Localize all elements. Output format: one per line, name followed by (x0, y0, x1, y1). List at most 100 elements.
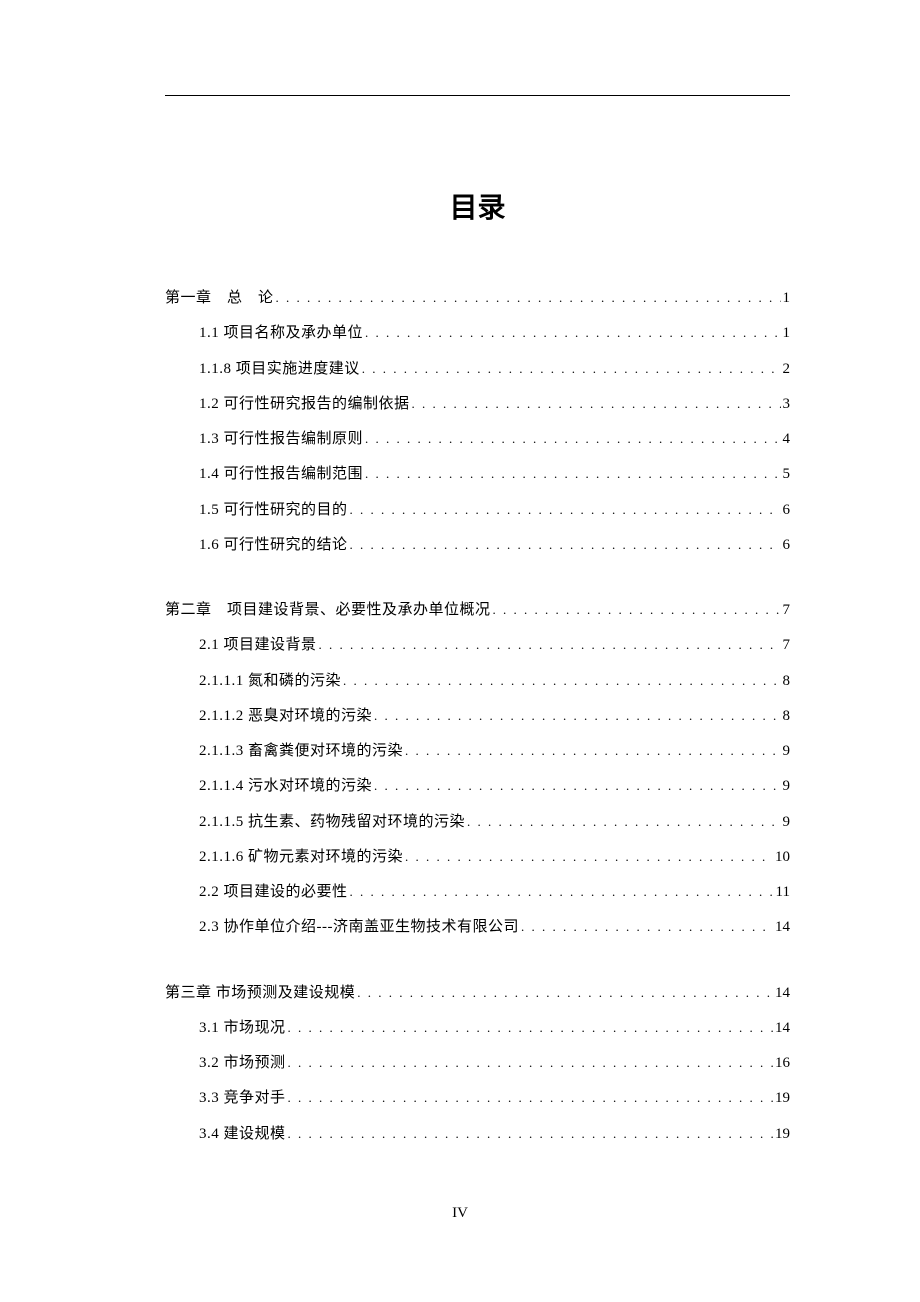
toc-entry-page: 7 (783, 628, 791, 663)
toc-entry-page: 16 (775, 1046, 790, 1081)
toc-entry-label: 第一章 总 论 (165, 281, 274, 316)
toc-leader-dots (365, 316, 780, 351)
toc-entry-page: 6 (783, 493, 791, 528)
toc-entry: 2.1.1.6 矿物元素对环境的污染 10 (165, 840, 790, 875)
toc-leader-dots (288, 1117, 773, 1152)
toc-leader-dots (362, 352, 781, 387)
toc-title: 目录 (165, 186, 790, 226)
toc-entry: 1.5 可行性研究的目的 6 (165, 493, 790, 528)
toc-leader-dots (412, 387, 781, 422)
toc-leader-dots (343, 664, 780, 699)
toc-entry-label: 1.5 可行性研究的目的 (199, 493, 348, 528)
toc-entry-page: 8 (783, 664, 791, 699)
toc-entry-page: 14 (775, 910, 790, 945)
toc-entry-label: 第二章 项目建设背景、必要性及承办单位概况 (165, 593, 491, 628)
toc-entry: 3.4 建设规模 19 (165, 1117, 790, 1152)
toc-entry-label: 3.4 建设规模 (199, 1117, 286, 1152)
toc-entry-label: 2.3 协作单位介绍---济南盖亚生物技术有限公司 (199, 910, 519, 945)
toc-leader-dots (467, 805, 780, 840)
toc-entry: 2.1.1.2 恶臭对环境的污染 8 (165, 699, 790, 734)
toc-entry-page: 1 (783, 281, 791, 316)
toc-entry-page: 2 (783, 352, 791, 387)
toc-entry-page: 9 (783, 805, 791, 840)
toc-entry: 第三章 市场预测及建设规模 14 (165, 976, 790, 1011)
toc-entry-label: 2.1.1.4 污水对环境的污染 (199, 769, 372, 804)
toc-entry-label: 3.1 市场现况 (199, 1011, 286, 1046)
toc-leader-dots (350, 493, 781, 528)
toc-entry-label: 3.2 市场预测 (199, 1046, 286, 1081)
toc-entry: 2.1.1.1 氮和磷的污染 8 (165, 664, 790, 699)
header-rule (165, 95, 790, 96)
toc-entry-page: 3 (783, 387, 791, 422)
toc-entry-label: 1.4 可行性报告编制范围 (199, 457, 363, 492)
toc-leader-dots (493, 593, 781, 628)
toc-leader-dots (405, 734, 780, 769)
toc-entry: 2.1.1.5 抗生素、药物残留对环境的污染 9 (165, 805, 790, 840)
toc-leader-dots (521, 910, 773, 945)
toc-entry-label: 2.1.1.1 氮和磷的污染 (199, 664, 341, 699)
toc-entry: 3.2 市场预测 16 (165, 1046, 790, 1081)
toc-group: 第二章 项目建设背景、必要性及承办单位概况72.1 项目建设背景72.1.1.1… (165, 593, 790, 946)
toc-group: 第三章 市场预测及建设规模143.1 市场现况143.2 市场预测163.3 竞… (165, 976, 790, 1152)
toc-entry-page: 11 (776, 875, 790, 910)
toc-entry-label: 2.1.1.2 恶臭对环境的污染 (199, 699, 372, 734)
toc-leader-dots (319, 628, 781, 663)
toc-entry-page: 14 (775, 976, 790, 1011)
toc-entry-label: 3.3 竞争对手 (199, 1081, 286, 1116)
toc-entry-page: 9 (783, 734, 791, 769)
toc-entry-page: 19 (775, 1081, 790, 1116)
toc-leader-dots (350, 528, 781, 563)
toc-entry: 第二章 项目建设背景、必要性及承办单位概况 7 (165, 593, 790, 628)
toc-entry-page: 4 (783, 422, 791, 457)
toc-entry-label: 2.1.1.6 矿物元素对环境的污染 (199, 840, 403, 875)
toc-entry-page: 6 (783, 528, 791, 563)
toc-entry-label: 2.1 项目建设背景 (199, 628, 317, 663)
page-number: IV (0, 1205, 920, 1222)
toc-entry-page: 7 (783, 593, 791, 628)
toc-entry-page: 5 (783, 457, 791, 492)
toc-entry: 2.3 协作单位介绍---济南盖亚生物技术有限公司 14 (165, 910, 790, 945)
toc-group: 第一章 总 论11.1 项目名称及承办单位11.1.8 项目实施进度建议21.2… (165, 281, 790, 563)
toc-entry: 3.1 市场现况 14 (165, 1011, 790, 1046)
toc-leader-dots (365, 457, 780, 492)
toc-entry: 第一章 总 论 1 (165, 281, 790, 316)
toc-entry-label: 2.2 项目建设的必要性 (199, 875, 348, 910)
toc-entry-label: 2.1.1.3 畜禽粪便对环境的污染 (199, 734, 403, 769)
toc-entry: 1.1.8 项目实施进度建议 2 (165, 352, 790, 387)
toc-entry-page: 1 (783, 316, 791, 351)
toc-entry: 1.1 项目名称及承办单位 1 (165, 316, 790, 351)
toc-leader-dots (374, 699, 780, 734)
toc-entry: 1.2 可行性研究报告的编制依据 3 (165, 387, 790, 422)
toc-entry-label: 1.2 可行性研究报告的编制依据 (199, 387, 410, 422)
toc-leader-dots (374, 769, 780, 804)
toc-entry: 2.2 项目建设的必要性 11 (165, 875, 790, 910)
toc-leader-dots (288, 1081, 773, 1116)
toc-leader-dots (350, 875, 774, 910)
document-page: 目录 第一章 总 论 1 1.1 项目名称及承办单位 1 1.1.8 项目实施进度建议 2… (0, 0, 920, 1152)
toc-entry-label: 第三章 市场预测及建设规模 (165, 976, 355, 1011)
toc-entry-label: 1.3 可行性报告编制原则 (199, 422, 363, 457)
toc-container: 第一章 总 论11.1 项目名称及承办单位11.1.8 项目实施进度建议21.2… (165, 281, 790, 1152)
toc-entry: 1.3 可行性报告编制原则 4 (165, 422, 790, 457)
toc-entry-page: 14 (775, 1011, 790, 1046)
toc-entry: 3.3 竞争对手 19 (165, 1081, 790, 1116)
toc-leader-dots (357, 976, 773, 1011)
toc-entry-label: 1.1 项目名称及承办单位 (199, 316, 363, 351)
toc-entry: 1.6 可行性研究的结论 6 (165, 528, 790, 563)
toc-entry-page: 8 (783, 699, 791, 734)
toc-entry-label: 1.1.8 项目实施进度建议 (199, 352, 360, 387)
toc-entry: 2.1.1.3 畜禽粪便对环境的污染 9 (165, 734, 790, 769)
toc-entry-label: 2.1.1.5 抗生素、药物残留对环境的污染 (199, 805, 465, 840)
toc-entry: 2.1 项目建设背景 7 (165, 628, 790, 663)
toc-leader-dots (405, 840, 773, 875)
toc-entry: 2.1.1.4 污水对环境的污染 9 (165, 769, 790, 804)
toc-leader-dots (276, 281, 781, 316)
toc-entry-page: 19 (775, 1117, 790, 1152)
toc-leader-dots (365, 422, 780, 457)
toc-entry-page: 10 (775, 840, 790, 875)
toc-entry-label: 1.6 可行性研究的结论 (199, 528, 348, 563)
toc-leader-dots (288, 1046, 773, 1081)
toc-entry: 1.4 可行性报告编制范围 5 (165, 457, 790, 492)
toc-entry-page: 9 (783, 769, 791, 804)
toc-leader-dots (288, 1011, 773, 1046)
